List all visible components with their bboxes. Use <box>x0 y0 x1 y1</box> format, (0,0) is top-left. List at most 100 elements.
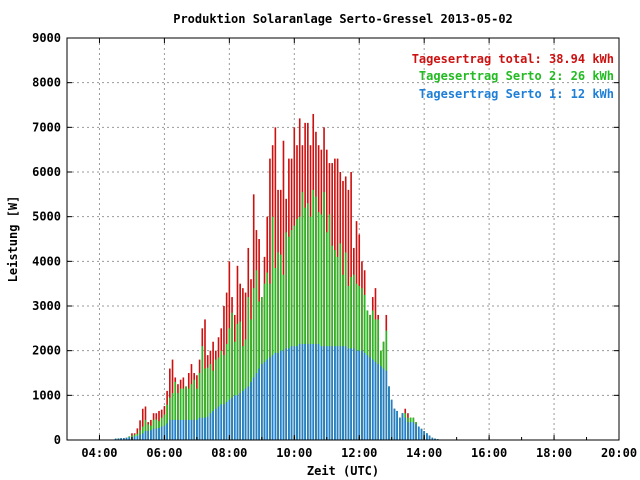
bar-serto1 <box>228 399 231 440</box>
bar-serto1 <box>233 395 236 440</box>
bar-serto2 <box>250 319 252 440</box>
bar-serto1 <box>274 352 277 440</box>
y-tick-label: 3000 <box>32 299 61 313</box>
bar-serto2 <box>193 379 195 440</box>
bar-serto1 <box>139 434 141 440</box>
bar-total <box>141 408 144 440</box>
bar-serto1 <box>285 348 287 440</box>
bar-serto2 <box>325 232 328 440</box>
chart-title: Produktion Solaranlage Serto-Gressel 201… <box>173 12 513 26</box>
bar-serto1 <box>415 424 417 440</box>
bar-serto1 <box>247 386 250 440</box>
bar-serto2 <box>182 388 185 440</box>
bar-serto2 <box>171 393 174 440</box>
y-axis-ticks: 0 1000 2000 3000 4000 5000 6000 7000 8000 9000 <box>32 31 619 447</box>
bar-serto1 <box>242 390 244 440</box>
bar-serto1 <box>428 435 431 440</box>
legend-serto2: Tagesertrag Serto 2: 26 kWh <box>419 69 614 83</box>
bar-serto1 <box>396 410 398 440</box>
legend-serto1: Tagesertrag Serto 1: 12 kWh <box>419 87 614 101</box>
bar-serto1 <box>190 419 193 440</box>
legend-total: Tagesertrag total: 38.94 kWh <box>412 52 614 66</box>
bar-serto2 <box>266 272 269 440</box>
bar-serto2 <box>187 388 190 440</box>
bar-serto2 <box>206 367 209 440</box>
bar-serto1 <box>160 426 163 440</box>
bar-serto2 <box>304 207 306 440</box>
bar-serto1 <box>307 343 309 440</box>
bar-serto1 <box>404 417 407 440</box>
bar-serto1 <box>353 348 355 440</box>
bar-serto2 <box>334 250 336 440</box>
bar-serto1 <box>388 386 390 440</box>
bar-serto2 <box>225 343 228 440</box>
bar-serto1 <box>399 417 401 440</box>
bar-serto2 <box>296 218 298 440</box>
bar-serto1 <box>263 361 266 440</box>
bar-serto2 <box>196 388 198 440</box>
bar-serto1 <box>279 350 282 440</box>
bar-serto1 <box>390 399 393 440</box>
bar-serto1 <box>277 352 279 440</box>
bar-serto1 <box>236 395 239 440</box>
bar-serto1 <box>185 419 187 440</box>
bar-serto1 <box>298 343 301 440</box>
bar-serto2 <box>312 189 315 440</box>
bar-serto1 <box>412 422 415 440</box>
bar-serto2 <box>228 328 231 440</box>
bar-serto1 <box>212 410 214 440</box>
y-tick-label: 5000 <box>32 210 61 224</box>
bar-serto1 <box>312 343 315 440</box>
bar-serto2 <box>315 196 317 440</box>
bar-serto2 <box>328 214 331 440</box>
bar-serto2 <box>215 359 217 440</box>
bar-serto1 <box>136 435 139 440</box>
bar-serto2 <box>220 350 223 440</box>
bar-serto2 <box>212 370 214 440</box>
y-tick-label: 6000 <box>32 165 61 179</box>
bar-serto2 <box>201 346 204 440</box>
bar-serto1 <box>350 348 352 440</box>
bar-serto1 <box>128 437 131 440</box>
x-tick-label: 12:00 <box>341 446 377 460</box>
bar-serto1 <box>261 364 263 440</box>
bar-serto1 <box>325 346 328 440</box>
bar-serto2 <box>279 254 282 440</box>
x-axis-ticks: 04:00 06:00 08:00 10:00 12:00 14:00 16:00 18:00… <box>66 38 637 460</box>
bar-serto1 <box>320 346 323 440</box>
bar-serto1 <box>169 419 171 440</box>
bar-serto1 <box>220 404 223 440</box>
bar-serto1 <box>347 348 350 440</box>
bar-serto2 <box>233 341 236 440</box>
bar-serto1 <box>158 427 160 440</box>
bar-serto2 <box>309 216 312 440</box>
bar-serto2 <box>255 270 258 440</box>
bar-serto1 <box>382 368 385 440</box>
bar-serto2 <box>271 216 274 440</box>
bar-serto1 <box>239 393 241 440</box>
bar-serto1 <box>179 419 182 440</box>
bar-serto1 <box>174 419 177 440</box>
legend: Tagesertrag total: 38.94 kWh Tagesertrag… <box>412 52 614 101</box>
bar-serto2 <box>307 203 309 440</box>
y-tick-label: 9000 <box>32 31 61 45</box>
bar-serto2 <box>190 384 193 440</box>
bar-serto1 <box>366 355 369 440</box>
bar-serto1 <box>206 416 209 440</box>
bar-serto1 <box>407 422 409 440</box>
bar-serto2 <box>317 212 320 440</box>
bar-serto2 <box>169 397 171 440</box>
bar-serto1 <box>177 419 179 440</box>
bar-serto1 <box>296 346 298 440</box>
bar-serto1 <box>301 343 304 440</box>
y-tick-label: 8000 <box>32 76 61 90</box>
bar-serto1 <box>293 346 296 440</box>
bar-serto1 <box>339 346 342 440</box>
bar-serto1 <box>141 433 144 440</box>
plot-frame <box>66 37 620 441</box>
bar-serto2 <box>198 373 201 440</box>
bar-serto1 <box>114 438 117 440</box>
bar-serto1 <box>193 419 195 440</box>
bar-serto1 <box>355 350 358 440</box>
